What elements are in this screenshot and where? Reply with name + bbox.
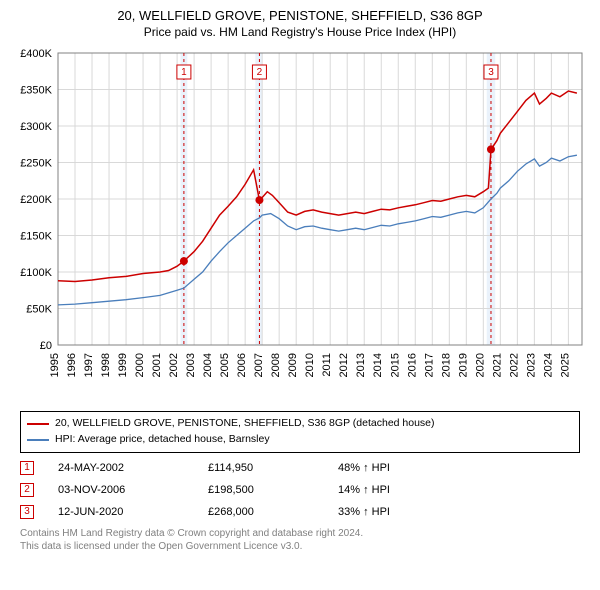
y-tick-label: £150K xyxy=(20,231,52,243)
y-tick-label: £400K xyxy=(20,48,52,60)
x-tick-label: 2007 xyxy=(253,353,265,377)
x-tick-label: 2006 xyxy=(236,353,248,377)
x-tick-label: 2013 xyxy=(355,353,367,377)
y-tick-label: £50K xyxy=(26,304,52,316)
y-tick-label: £200K xyxy=(20,194,52,206)
sale-diff: 48% ↑ HPI xyxy=(338,462,458,474)
chart-container: 20, WELLFIELD GROVE, PENISTONE, SHEFFIEL… xyxy=(0,0,600,559)
legend-label: HPI: Average price, detached house, Barn… xyxy=(55,432,270,448)
footer-line1: Contains HM Land Registry data © Crown c… xyxy=(20,527,580,540)
y-tick-label: £300K xyxy=(20,121,52,133)
x-tick-label: 2017 xyxy=(423,353,435,377)
sales-table: 1 24-MAY-2002£114,95048% ↑ HPI 2 03-NOV-200… xyxy=(20,457,580,523)
x-tick-label: 2015 xyxy=(389,353,401,377)
x-tick-label: 2009 xyxy=(287,353,299,377)
chart-area: £0 £50K £100K £150K £200K £250K £300K £350K £400… xyxy=(10,45,590,405)
x-tick-label: 2002 xyxy=(168,353,180,377)
sale-number-box: 1 xyxy=(20,461,34,475)
x-tick-label: 2004 xyxy=(202,353,214,377)
sale-price: £268,000 xyxy=(208,506,338,518)
x-tick-label: 2011 xyxy=(321,353,333,377)
x-tick-label: 2016 xyxy=(406,353,418,377)
legend: 20, WELLFIELD GROVE, PENISTONE, SHEFFIEL… xyxy=(20,411,580,453)
x-tick-label: 2024 xyxy=(542,353,554,377)
line-chart-svg: £0 £50K £100K £150K £200K £250K £300K £350K £400… xyxy=(10,45,590,405)
x-tick-label: 2022 xyxy=(508,353,520,377)
legend-swatch xyxy=(27,439,49,441)
sale-row: 2 03-NOV-2006£198,50014% ↑ HPI xyxy=(20,479,580,501)
x-tick-label: 1995 xyxy=(49,353,61,377)
sale-marker-number: 2 xyxy=(257,67,263,78)
sale-price: £114,950 xyxy=(208,462,338,474)
title-subtitle: Price paid vs. HM Land Registry's House … xyxy=(10,25,590,39)
sale-date: 12-JUN-2020 xyxy=(58,506,208,518)
x-tick-label: 2010 xyxy=(304,353,316,377)
sale-marker-number: 3 xyxy=(488,67,494,78)
footer-line2: This data is licensed under the Open Gov… xyxy=(20,540,580,553)
sale-row: 3 12-JUN-2020£268,00033% ↑ HPI xyxy=(20,501,580,523)
series-hpi xyxy=(58,155,577,305)
sale-number-box: 2 xyxy=(20,483,34,497)
x-tick-label: 2014 xyxy=(372,353,384,377)
x-tick-label: 1999 xyxy=(117,353,129,377)
sale-date: 24-MAY-2002 xyxy=(58,462,208,474)
x-tick-label: 2025 xyxy=(559,353,571,377)
y-tick-label: £0 xyxy=(40,340,52,352)
x-tick-label: 1998 xyxy=(100,353,112,377)
sale-marker-number: 1 xyxy=(181,67,187,78)
footer-attribution: Contains HM Land Registry data © Crown c… xyxy=(20,527,580,553)
legend-swatch xyxy=(27,423,49,425)
x-tick-label: 2003 xyxy=(185,353,197,377)
legend-label: 20, WELLFIELD GROVE, PENISTONE, SHEFFIEL… xyxy=(55,416,435,432)
x-tick-label: 2000 xyxy=(134,353,146,377)
sale-number-box: 3 xyxy=(20,505,34,519)
x-tick-label: 2020 xyxy=(474,353,486,377)
y-tick-label: £100K xyxy=(20,267,52,279)
sale-diff: 33% ↑ HPI xyxy=(338,506,458,518)
x-tick-label: 2001 xyxy=(151,353,163,377)
sale-row: 1 24-MAY-2002£114,95048% ↑ HPI xyxy=(20,457,580,479)
x-tick-label: 1997 xyxy=(83,353,95,377)
sale-diff: 14% ↑ HPI xyxy=(338,484,458,496)
x-tick-label: 2012 xyxy=(338,353,350,377)
legend-row: HPI: Average price, detached house, Barn… xyxy=(27,432,573,448)
sale-price: £198,500 xyxy=(208,484,338,496)
x-tick-label: 2008 xyxy=(270,353,282,377)
y-tick-label: £350K xyxy=(20,85,52,97)
title-block: 20, WELLFIELD GROVE, PENISTONE, SHEFFIEL… xyxy=(10,8,590,39)
x-tick-label: 2021 xyxy=(491,353,503,377)
x-tick-label: 2019 xyxy=(457,353,469,377)
x-tick-label: 2023 xyxy=(525,353,537,377)
x-tick-label: 1996 xyxy=(66,353,78,377)
sale-date: 03-NOV-2006 xyxy=(58,484,208,496)
x-tick-label: 2005 xyxy=(219,353,231,377)
y-tick-label: £250K xyxy=(20,158,52,170)
series-property xyxy=(58,91,577,282)
x-tick-label: 2018 xyxy=(440,353,452,377)
legend-row: 20, WELLFIELD GROVE, PENISTONE, SHEFFIEL… xyxy=(27,416,573,432)
title-address: 20, WELLFIELD GROVE, PENISTONE, SHEFFIEL… xyxy=(10,8,590,23)
